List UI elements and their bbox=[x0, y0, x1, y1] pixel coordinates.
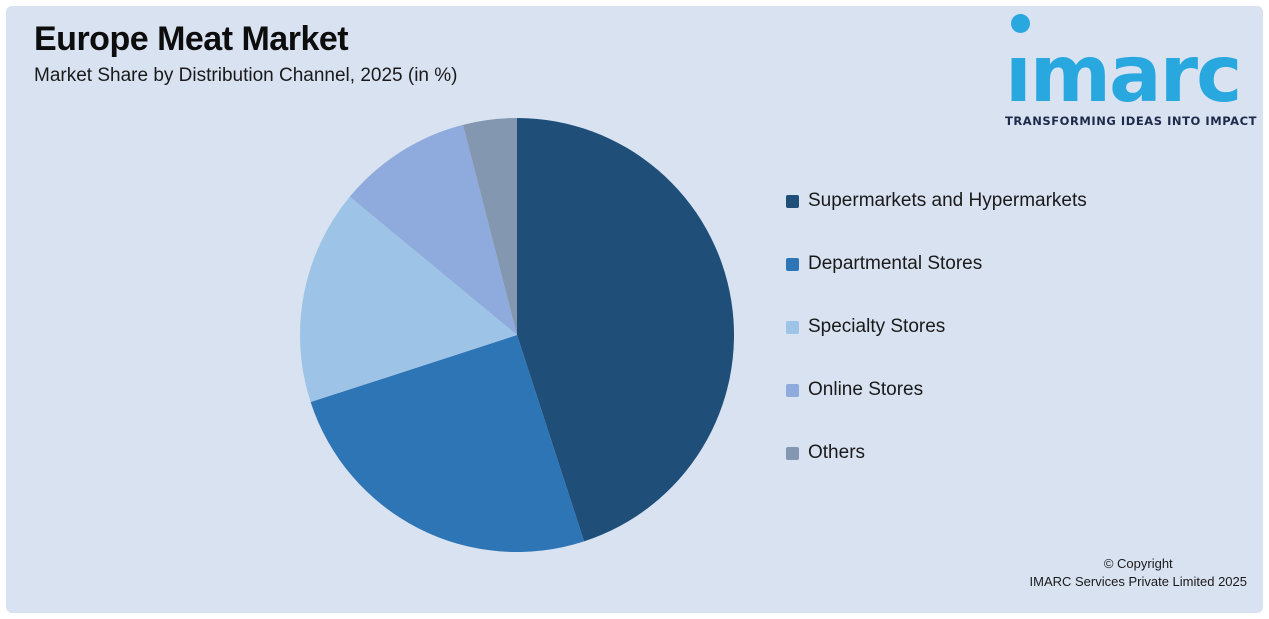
legend-item: Online Stores bbox=[786, 379, 1087, 401]
legend-item: Specialty Stores bbox=[786, 316, 1087, 338]
imarc-logo: ımarc TRANSFORMING IDEAS INTO IMPACT bbox=[1005, 14, 1256, 128]
legend-item: Supermarkets and Hypermarkets bbox=[786, 190, 1087, 212]
page-title: Europe Meat Market bbox=[34, 20, 349, 58]
page-subtitle: Market Share by Distribution Channel, 20… bbox=[34, 65, 458, 87]
pie-slice-online-stores bbox=[349, 124, 517, 335]
pie-slice-others bbox=[463, 118, 517, 335]
legend-swatch-icon bbox=[786, 320, 799, 334]
logo-wordmark: ımarc bbox=[1005, 30, 1242, 120]
legend-swatch-icon bbox=[786, 194, 799, 208]
legend-swatch-icon bbox=[786, 257, 799, 271]
pie-slice-specialty-stores bbox=[300, 196, 517, 403]
legend-item: Departmental Stores bbox=[786, 253, 1087, 275]
copyright-line2: IMARC Services Private Limited 2025 bbox=[1029, 573, 1247, 589]
legend: Supermarkets and Hypermarkets Departmenta… bbox=[786, 190, 1087, 464]
logo-tagline: TRANSFORMING IDEAS INTO IMPACT bbox=[1005, 113, 1257, 128]
chart-panel: Europe Meat Market Market Share by Distr… bbox=[6, 6, 1263, 613]
logo-dot-icon bbox=[1011, 14, 1030, 33]
legend-item-label: Supermarkets and Hypermarkets bbox=[808, 190, 1087, 211]
copyright-line1: © Copyright bbox=[1103, 555, 1173, 571]
pie-slice-departmental-stores bbox=[310, 335, 585, 552]
legend-item-label: Others bbox=[808, 442, 866, 463]
legend-swatch-icon bbox=[786, 383, 799, 397]
header: Europe Meat Market Market Share by Distr… bbox=[34, 20, 457, 87]
legend-item-label: Online Stores bbox=[808, 379, 924, 400]
legend-item-label: Specialty Stores bbox=[808, 316, 946, 337]
legend-item-label: Departmental Stores bbox=[808, 253, 983, 274]
pie-chart bbox=[300, 118, 734, 552]
legend-item: Others bbox=[786, 442, 1087, 464]
pie-slice-supermarkets-and-hypermarkets bbox=[517, 118, 734, 542]
copyright: © Copyright IMARC Services Private Limit… bbox=[1030, 555, 1247, 591]
legend-swatch-icon bbox=[786, 446, 799, 460]
